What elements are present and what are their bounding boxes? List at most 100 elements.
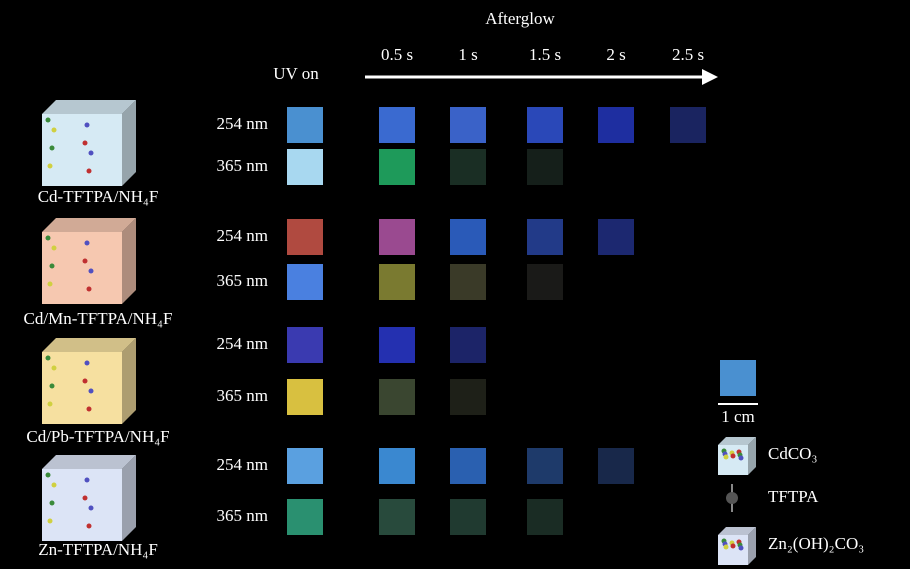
sample-square <box>287 379 323 415</box>
atom <box>739 456 744 461</box>
atom <box>739 546 744 551</box>
sample-name: Zn-TFTPA/NH₄F <box>38 540 158 559</box>
figure: Afterglow UV on 0.5 s 1 s 1.5 s 2 s 2.5 s Cd-… <box>0 0 910 569</box>
atom <box>50 264 55 269</box>
sample-square <box>527 264 563 300</box>
legend-label: Zn₂(OH)₂CO₃ <box>768 534 864 553</box>
wavelength-label: 254 nm <box>217 455 268 474</box>
time-label: 0.5 s <box>381 45 413 64</box>
sample-square <box>527 149 563 185</box>
atom <box>50 384 55 389</box>
sample-name: Cd/Pb-TFTPA/NH₄F <box>26 427 169 446</box>
atom <box>46 118 51 123</box>
atom <box>87 407 92 412</box>
sample-square <box>450 149 486 185</box>
time-label: 2 s <box>606 45 625 64</box>
sample-square <box>450 379 486 415</box>
wavelength-label: 365 nm <box>217 386 268 405</box>
sample-square <box>379 149 415 185</box>
scale-label: 1 cm <box>721 407 755 426</box>
atom <box>85 478 90 483</box>
atom <box>731 454 736 459</box>
sample-cube <box>42 218 136 232</box>
sample-square <box>598 219 634 255</box>
sample-cube <box>42 455 136 469</box>
sample-square <box>450 499 486 535</box>
atom <box>724 455 729 460</box>
atom <box>52 128 57 133</box>
afterglow-title: Afterglow <box>485 9 555 28</box>
sample-square <box>450 264 486 300</box>
wavelength-label: 254 nm <box>217 334 268 353</box>
sample-cube <box>42 232 122 304</box>
sample-square <box>598 448 634 484</box>
legend-molecule <box>726 492 738 504</box>
legend-label: CdCO₃ <box>768 444 817 463</box>
atom <box>46 473 51 478</box>
atom <box>50 146 55 151</box>
sample-square <box>450 448 486 484</box>
sample-square <box>287 499 323 535</box>
sample-cube <box>42 352 122 424</box>
sample-square <box>527 499 563 535</box>
atom <box>89 506 94 511</box>
sample-cube <box>42 338 136 352</box>
sample-square <box>379 327 415 363</box>
sample-square <box>379 219 415 255</box>
legend-label: TFTPA <box>768 487 819 506</box>
sample-square <box>287 327 323 363</box>
sample-square <box>379 379 415 415</box>
time-label: 2.5 s <box>672 45 704 64</box>
atom <box>52 366 57 371</box>
sample-cube <box>122 218 136 304</box>
atom <box>83 496 88 501</box>
sample-cube <box>42 100 136 114</box>
sample-square <box>450 219 486 255</box>
sample-square <box>379 448 415 484</box>
atom <box>48 402 53 407</box>
atom <box>89 269 94 274</box>
atom <box>85 361 90 366</box>
atom <box>85 241 90 246</box>
atom <box>52 483 57 488</box>
uv-label: UV on <box>273 64 319 83</box>
time-label: 1.5 s <box>529 45 561 64</box>
sample-square <box>527 448 563 484</box>
atom <box>46 356 51 361</box>
sample-cube <box>122 100 136 186</box>
sample-name: Cd/Mn-TFTPA/NH₄F <box>24 309 173 328</box>
sample-square <box>379 499 415 535</box>
sample-square <box>527 107 563 143</box>
time-label: 1 s <box>458 45 477 64</box>
sample-name: Cd-TFTPA/NH₄F <box>38 187 159 206</box>
atom <box>48 519 53 524</box>
sample-square <box>287 107 323 143</box>
atom <box>48 282 53 287</box>
wavelength-label: 254 nm <box>217 114 268 133</box>
sample-square <box>450 107 486 143</box>
sample-cube <box>42 469 122 541</box>
atom <box>50 501 55 506</box>
sample-square <box>379 107 415 143</box>
atom <box>87 169 92 174</box>
atom <box>724 545 729 550</box>
wavelength-label: 365 nm <box>217 506 268 525</box>
sample-square <box>598 107 634 143</box>
wavelength-label: 365 nm <box>217 156 268 175</box>
sample-square <box>450 327 486 363</box>
sample-square <box>527 219 563 255</box>
atom <box>87 524 92 529</box>
sample-square <box>287 149 323 185</box>
atom <box>89 151 94 156</box>
atom <box>83 141 88 146</box>
sample-cube <box>122 455 136 541</box>
atom <box>52 246 57 251</box>
atom <box>83 379 88 384</box>
atom <box>48 164 53 169</box>
atom <box>89 389 94 394</box>
sample-square <box>287 264 323 300</box>
atom <box>87 287 92 292</box>
sample-square <box>287 448 323 484</box>
wavelength-label: 365 nm <box>217 271 268 290</box>
atom <box>83 259 88 264</box>
